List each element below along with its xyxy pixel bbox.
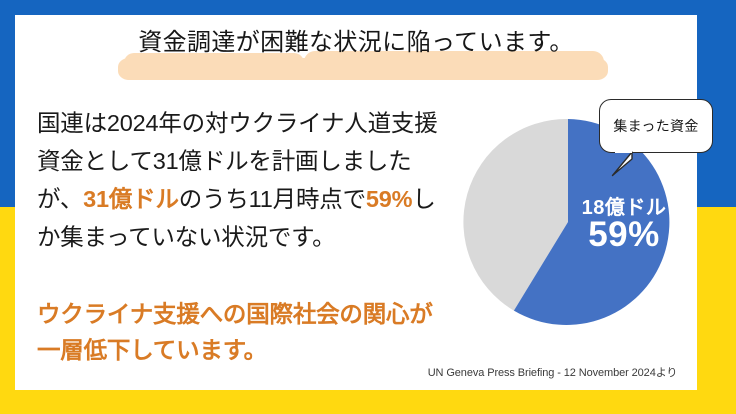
body-paragraph: 国連は2024年の対ウクライナ人道支援資金として31億ドルを計画しましたが、31… bbox=[37, 104, 445, 256]
body-segment-1: 国連は2024年の対ウクライナ人道支援資金として31億ドルを計画しましたが、 bbox=[37, 110, 438, 212]
pie-chart-svg bbox=[463, 118, 670, 325]
callout-bubble: 集まった資金 bbox=[599, 99, 713, 177]
source-caption: UN Geneva Press Briefing - 12 November 2… bbox=[427, 367, 678, 379]
body-segment-3: のうち11月時点で bbox=[178, 186, 366, 212]
body-segment-5: しか集まっていない状況です。 bbox=[37, 186, 436, 250]
callout-tail-icon bbox=[611, 149, 633, 177]
page-title: 資金調達が困難な状況に陥っています。 bbox=[15, 20, 697, 82]
callout-text: 集まった資金 bbox=[599, 99, 713, 153]
pie-chart: 18億ドル 59% 集まった資金 bbox=[455, 86, 713, 386]
title-highlight-marker bbox=[118, 51, 608, 80]
pie-slice-percent-label: 59% bbox=[588, 215, 660, 254]
pie-slice-collected bbox=[513, 119, 670, 325]
body-highlight-amount: 31億ドル bbox=[83, 186, 179, 212]
pie-slice-unfunded bbox=[463, 118, 568, 311]
body-highlight-percent: 59% bbox=[365, 186, 413, 212]
closing-statement: ウクライナ支援への国際社会の関心が一層低下しています。 bbox=[37, 301, 433, 363]
pie-slice-amount-label: 18億ドル bbox=[581, 197, 667, 219]
title-text: 資金調達が困難な状況に陥っています。 bbox=[138, 29, 574, 56]
